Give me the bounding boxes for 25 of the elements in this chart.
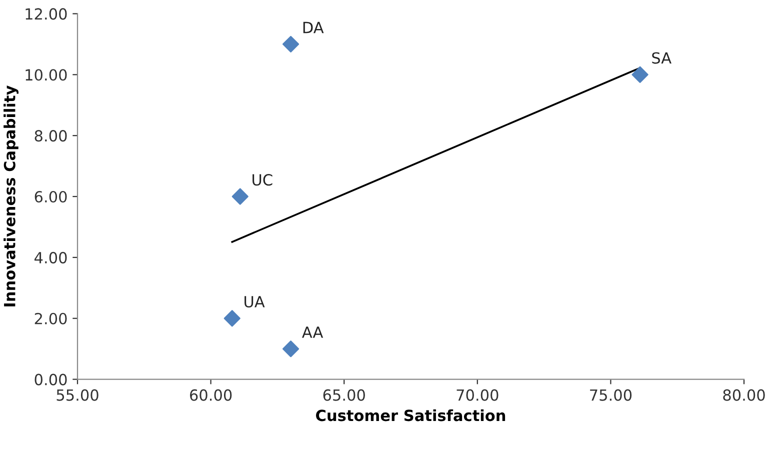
point — [282, 36, 300, 52]
y-tick-label: 12.00 — [26, 8, 67, 20]
y-axis-title: Innovativeness Capability — [4, 86, 18, 306]
x-tick-label: 65.00 — [323, 389, 365, 401]
annotation: DA — [303, 22, 324, 34]
point — [232, 188, 248, 205]
x-tick-label: 60.00 — [190, 389, 232, 401]
y-tick-label: 4.00 — [34, 252, 67, 264]
x-tick-label: 55.00 — [56, 389, 98, 401]
annotation: UA — [244, 296, 265, 308]
point — [632, 66, 648, 83]
x-tick-label: 80.00 — [723, 389, 765, 401]
annotation: UC — [252, 174, 272, 186]
x-tick-label: 70.00 — [456, 389, 498, 401]
y-tick-label: 6.00 — [34, 190, 67, 203]
annotation: AA — [302, 326, 324, 338]
point — [282, 340, 300, 358]
point — [224, 310, 240, 327]
y-tick-label: 10.00 — [26, 69, 67, 81]
y-tick-label: 0.00 — [34, 374, 67, 386]
x-tick-label: 75.00 — [590, 389, 632, 401]
y-tick-label: 8.00 — [34, 130, 67, 142]
y-tick-label: 2.00 — [34, 312, 67, 324]
annotation: SA — [652, 52, 672, 64]
x-axis-title: Customer Satisfaction — [316, 409, 506, 422]
